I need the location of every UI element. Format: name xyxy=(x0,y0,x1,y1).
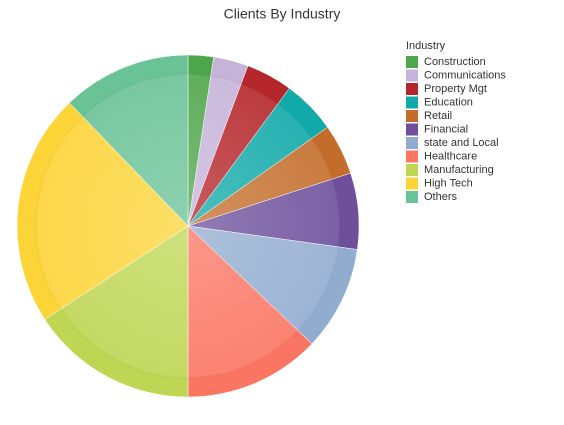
legend-label: Financial xyxy=(424,123,468,135)
legend-title: Industry xyxy=(406,40,446,52)
legend-swatch xyxy=(406,96,418,109)
legend-label: Healthcare xyxy=(424,150,477,162)
legend-swatch xyxy=(406,150,418,163)
legend-label: Property Mgt xyxy=(424,83,487,95)
legend-swatch xyxy=(406,69,418,82)
legend-swatch xyxy=(406,164,418,176)
legend-swatch xyxy=(406,110,418,122)
legend-label: Construction xyxy=(424,56,486,68)
legend-label: Others xyxy=(424,191,458,203)
legend-label: Communications xyxy=(424,69,506,81)
legend-swatch xyxy=(406,177,418,190)
legend-swatch xyxy=(406,56,418,68)
legend-swatch xyxy=(406,123,418,136)
legend-swatch xyxy=(406,137,418,149)
legend-label: High Tech xyxy=(424,177,473,189)
legend-label: Education xyxy=(424,96,473,108)
chart-title: Clients By Industry xyxy=(224,6,341,22)
legend-swatch xyxy=(406,191,418,203)
legend-swatch xyxy=(406,83,418,95)
legend-label: state and Local xyxy=(424,137,499,149)
legend-label: Retail xyxy=(424,110,452,122)
legend-label: Manufacturing xyxy=(424,164,494,176)
